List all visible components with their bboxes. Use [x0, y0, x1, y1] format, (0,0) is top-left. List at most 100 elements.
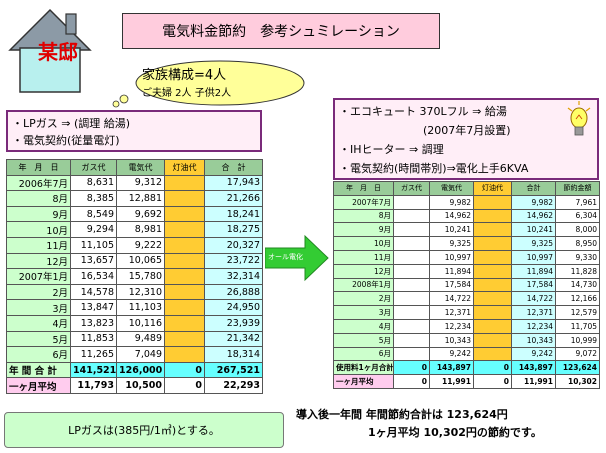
month-cell: 2007年1月	[6, 268, 71, 285]
before-condition-gas: ・LPガス ⇒ (調理 給湯)	[12, 117, 131, 130]
table-row: 9月 10,241 10,241 8,000	[333, 222, 600, 238]
after-condition-ih: ・IHヒーター ⇒ 調理	[339, 143, 444, 156]
total-cell: 18,275	[204, 221, 263, 238]
savings-cell: 10,999	[555, 332, 600, 348]
after-condition-electric: ・電気契約(時間帯別)⇒電化上手6KVA	[339, 162, 529, 175]
electric-cell: 15,780	[116, 268, 165, 285]
month-cell: 11月	[6, 236, 71, 254]
electric-cell: 10,997	[429, 249, 474, 265]
kerosene-cell	[473, 332, 512, 348]
lpg-price-note: LPガスは(385円/1㎥)とする。	[4, 412, 284, 448]
total-cell: 10,241	[511, 222, 556, 238]
table-header-row: 年 月 日 ガス代 電気代 灯油代 合計 節約金額	[333, 181, 600, 196]
total-cell: 14,722	[511, 291, 556, 307]
gas-cell: 11,105	[70, 236, 117, 254]
after-cost-table: 年 月 日 ガス代 電気代 灯油代 合計 節約金額 2007年7月 9,982 9,…	[333, 181, 600, 389]
annual-total-kerosene: 0	[473, 360, 512, 376]
month-cell: 6月	[333, 346, 394, 362]
table-row: 4月 12,234 12,234 11,705	[333, 318, 600, 334]
kerosene-cell	[473, 249, 512, 265]
month-cell: 4月	[333, 318, 394, 334]
total-cell: 10,343	[511, 332, 556, 348]
savings-cell: 7,961	[555, 194, 600, 210]
gas-cell	[393, 318, 430, 334]
electric-cell: 10,343	[429, 332, 474, 348]
month-cell: 5月	[333, 332, 394, 348]
gas-cell: 8,631	[70, 174, 117, 192]
house-icon	[8, 8, 92, 93]
total-cell: 21,342	[204, 330, 263, 348]
gas-cell: 14,578	[70, 283, 117, 301]
kerosene-cell	[164, 252, 205, 270]
gas-cell: 8,385	[70, 190, 117, 207]
month-cell: 3月	[6, 299, 71, 316]
table-row: 2月 14,578 12,310 26,888	[6, 283, 263, 301]
annual-total-row: 年 間 合 計 141,521 126,000 0 267,521	[6, 361, 263, 379]
total-cell: 17,584	[511, 277, 556, 293]
month-cell: 2月	[6, 283, 71, 301]
month-cell: 9月	[6, 205, 71, 223]
table-row: 8月 8,385 12,881 21,266	[6, 190, 263, 207]
table-row: 2008年1月 17,584 17,584 14,730	[333, 277, 600, 293]
electric-cell: 9,982	[429, 194, 474, 210]
lightbulb-icon	[567, 101, 591, 136]
gas-cell	[393, 236, 430, 251]
gas-cell: 13,657	[70, 252, 117, 270]
kerosene-cell	[473, 291, 512, 307]
electric-cell: 17,584	[429, 277, 474, 293]
header-total: 合計	[511, 181, 556, 196]
electric-cell: 11,103	[116, 299, 165, 316]
monthly-average-gas: 11,793	[70, 377, 117, 394]
month-cell: 12月	[333, 263, 394, 279]
gas-cell	[393, 194, 430, 210]
total-cell: 14,962	[511, 208, 556, 224]
after-condition-install-date: (2007年7月設置)	[423, 124, 511, 137]
kerosene-cell	[164, 221, 205, 238]
arrow-label: オール電化	[268, 253, 303, 261]
monthly-average-label: 一ヶ月平均	[6, 377, 71, 394]
kerosene-cell	[473, 346, 512, 362]
header-electric: 電気代	[116, 159, 165, 176]
gas-cell	[393, 222, 430, 238]
month-cell: 3月	[333, 305, 394, 320]
kerosene-cell	[164, 205, 205, 223]
table-row: 3月 13,847 11,103 24,950	[6, 299, 263, 316]
before-condition-electric: ・電気契約(従量電灯)	[12, 134, 120, 147]
month-cell: 2月	[333, 291, 394, 307]
kerosene-cell	[473, 208, 512, 224]
gas-cell	[393, 346, 430, 362]
savings-cell: 14,730	[555, 277, 600, 293]
monthly-average-sum: 22,293	[204, 377, 263, 394]
savings-cell: 8,950	[555, 236, 600, 251]
total-cell: 9,325	[511, 236, 556, 251]
electric-cell: 12,310	[116, 283, 165, 301]
gas-cell	[393, 263, 430, 279]
electric-cell: 9,325	[429, 236, 474, 251]
month-cell: 10月	[333, 236, 394, 251]
kerosene-cell	[473, 236, 512, 251]
annual-total-kerosene: 0	[164, 361, 205, 379]
savings-cell: 9,330	[555, 249, 600, 265]
electric-cell: 10,241	[429, 222, 474, 238]
header-date: 年 月 日	[333, 181, 394, 196]
header-savings: 節約金額	[555, 181, 600, 196]
header-date: 年 月 日	[6, 159, 71, 176]
kerosene-cell	[164, 236, 205, 254]
kerosene-cell	[473, 305, 512, 320]
total-cell: 24,950	[204, 299, 263, 316]
kerosene-cell	[164, 314, 205, 332]
total-cell: 20,327	[204, 236, 263, 254]
gas-cell: 16,534	[70, 268, 117, 285]
savings-cell: 12,579	[555, 305, 600, 320]
annual-total-sum: 143,897	[511, 360, 556, 376]
kerosene-cell	[164, 174, 205, 192]
total-cell: 11,894	[511, 263, 556, 279]
kerosene-cell	[164, 346, 205, 363]
total-cell: 18,314	[204, 346, 263, 363]
table-row: 6月 11,265 7,049 18,314	[6, 346, 263, 363]
monthly-average-sum: 11,991	[511, 374, 556, 389]
annual-total-electric: 126,000	[116, 361, 165, 379]
total-cell: 32,314	[204, 268, 263, 285]
monthly-average-label: 一ヶ月平均	[333, 374, 394, 389]
total-cell: 21,266	[204, 190, 263, 207]
